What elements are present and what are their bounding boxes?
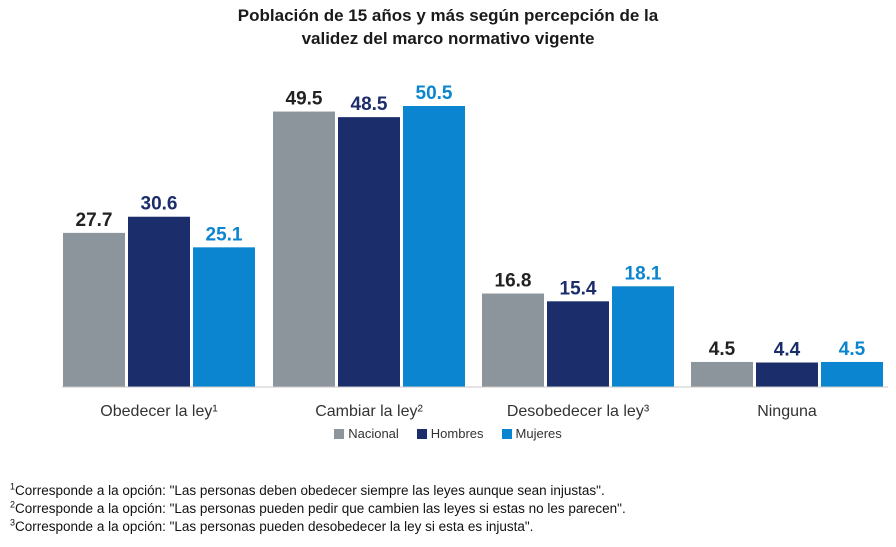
value-label-hombres-1: 30.6 [141,194,178,215]
footnote-text: Corresponde a la opción: "Las personas d… [15,483,605,498]
footnote-mark: 2 [10,499,16,510]
bar-mujeres-2 [403,106,465,387]
value-label-mujeres-1: 25.1 [206,224,243,245]
bar-mujeres-3 [612,286,674,387]
bar-nacional-4 [691,361,753,387]
category-labels-group: Obedecer la ley¹ Cambiar la ley² Desobedec… [100,403,817,420]
chart-title: Población de 15 años y más según percepc… [0,4,896,50]
category-label-1: Obedecer la ley¹ [100,403,217,420]
footnote-3: 3Corresponde a la opción: "Las personas … [10,518,626,536]
value-label-mujeres-3: 18.1 [625,263,662,284]
bar-chart: 27.7 30.6 25.1 49.5 48.5 50.5 16.8 15.4 18.1 4.5 4… [62,83,888,420]
footnote-text: Corresponde a la opción: "Las personas p… [15,519,534,534]
legend-label-hombres: Hombres [430,426,484,441]
value-label-nacional-4: 4.5 [709,339,736,360]
footnote-2: 2Corresponde a la opción: "Las personas … [10,500,626,518]
bar-hombres-4 [756,362,818,387]
legend-label-nacional: Nacional [348,426,399,441]
footnote-mark: 3 [10,517,16,528]
value-label-nacional-2: 49.5 [286,89,323,110]
bar-hombres-1 [128,216,190,387]
value-label-nacional-3: 16.8 [495,271,532,292]
category-label-3: Desobedecer la ley³ [507,403,650,420]
value-label-hombres-2: 48.5 [351,94,388,115]
category-label-4: Ninguna [757,403,817,420]
legend-swatch-nacional [334,428,345,439]
category-label-2: Cambiar la ley² [315,403,423,420]
footnote-1: 1Corresponde a la opción: "Las personas … [10,482,626,500]
bars-group [63,106,883,387]
bar-nacional-3 [482,293,544,387]
legend: Nacional Hombres Mujeres [0,426,896,441]
value-label-nacional-1: 27.7 [76,210,113,231]
chart-title-line-1: Población de 15 años y más según percepc… [237,6,659,25]
value-label-hombres-3: 15.4 [560,278,597,299]
legend-label-mujeres: Mujeres [515,426,562,441]
legend-swatch-mujeres [501,428,512,439]
legend-item-hombres: Hombres [416,426,484,441]
footnote-text: Corresponde a la opción: "Las personas p… [15,501,626,516]
value-label-hombres-4: 4.4 [774,340,801,361]
bar-hombres-2 [338,117,400,387]
bar-mujeres-4 [821,361,883,387]
bar-nacional-2 [273,111,335,387]
legend-item-mujeres: Mujeres [501,426,562,441]
bar-mujeres-1 [193,247,255,387]
legend-swatch-hombres [416,428,427,439]
footnotes: 1Corresponde a la opción: "Las personas … [10,482,626,536]
legend-item-nacional: Nacional [334,426,399,441]
value-labels-group: 27.7 30.6 25.1 49.5 48.5 50.5 16.8 15.4 18.1 4.5 4… [76,83,866,361]
chart-title-line-2: validez del marco normativo vigente [301,29,595,48]
bar-nacional-1 [63,232,125,387]
value-label-mujeres-2: 50.5 [416,83,453,104]
bar-hombres-3 [547,301,609,387]
value-label-mujeres-4: 4.5 [839,339,866,360]
footnote-mark: 1 [10,481,16,492]
